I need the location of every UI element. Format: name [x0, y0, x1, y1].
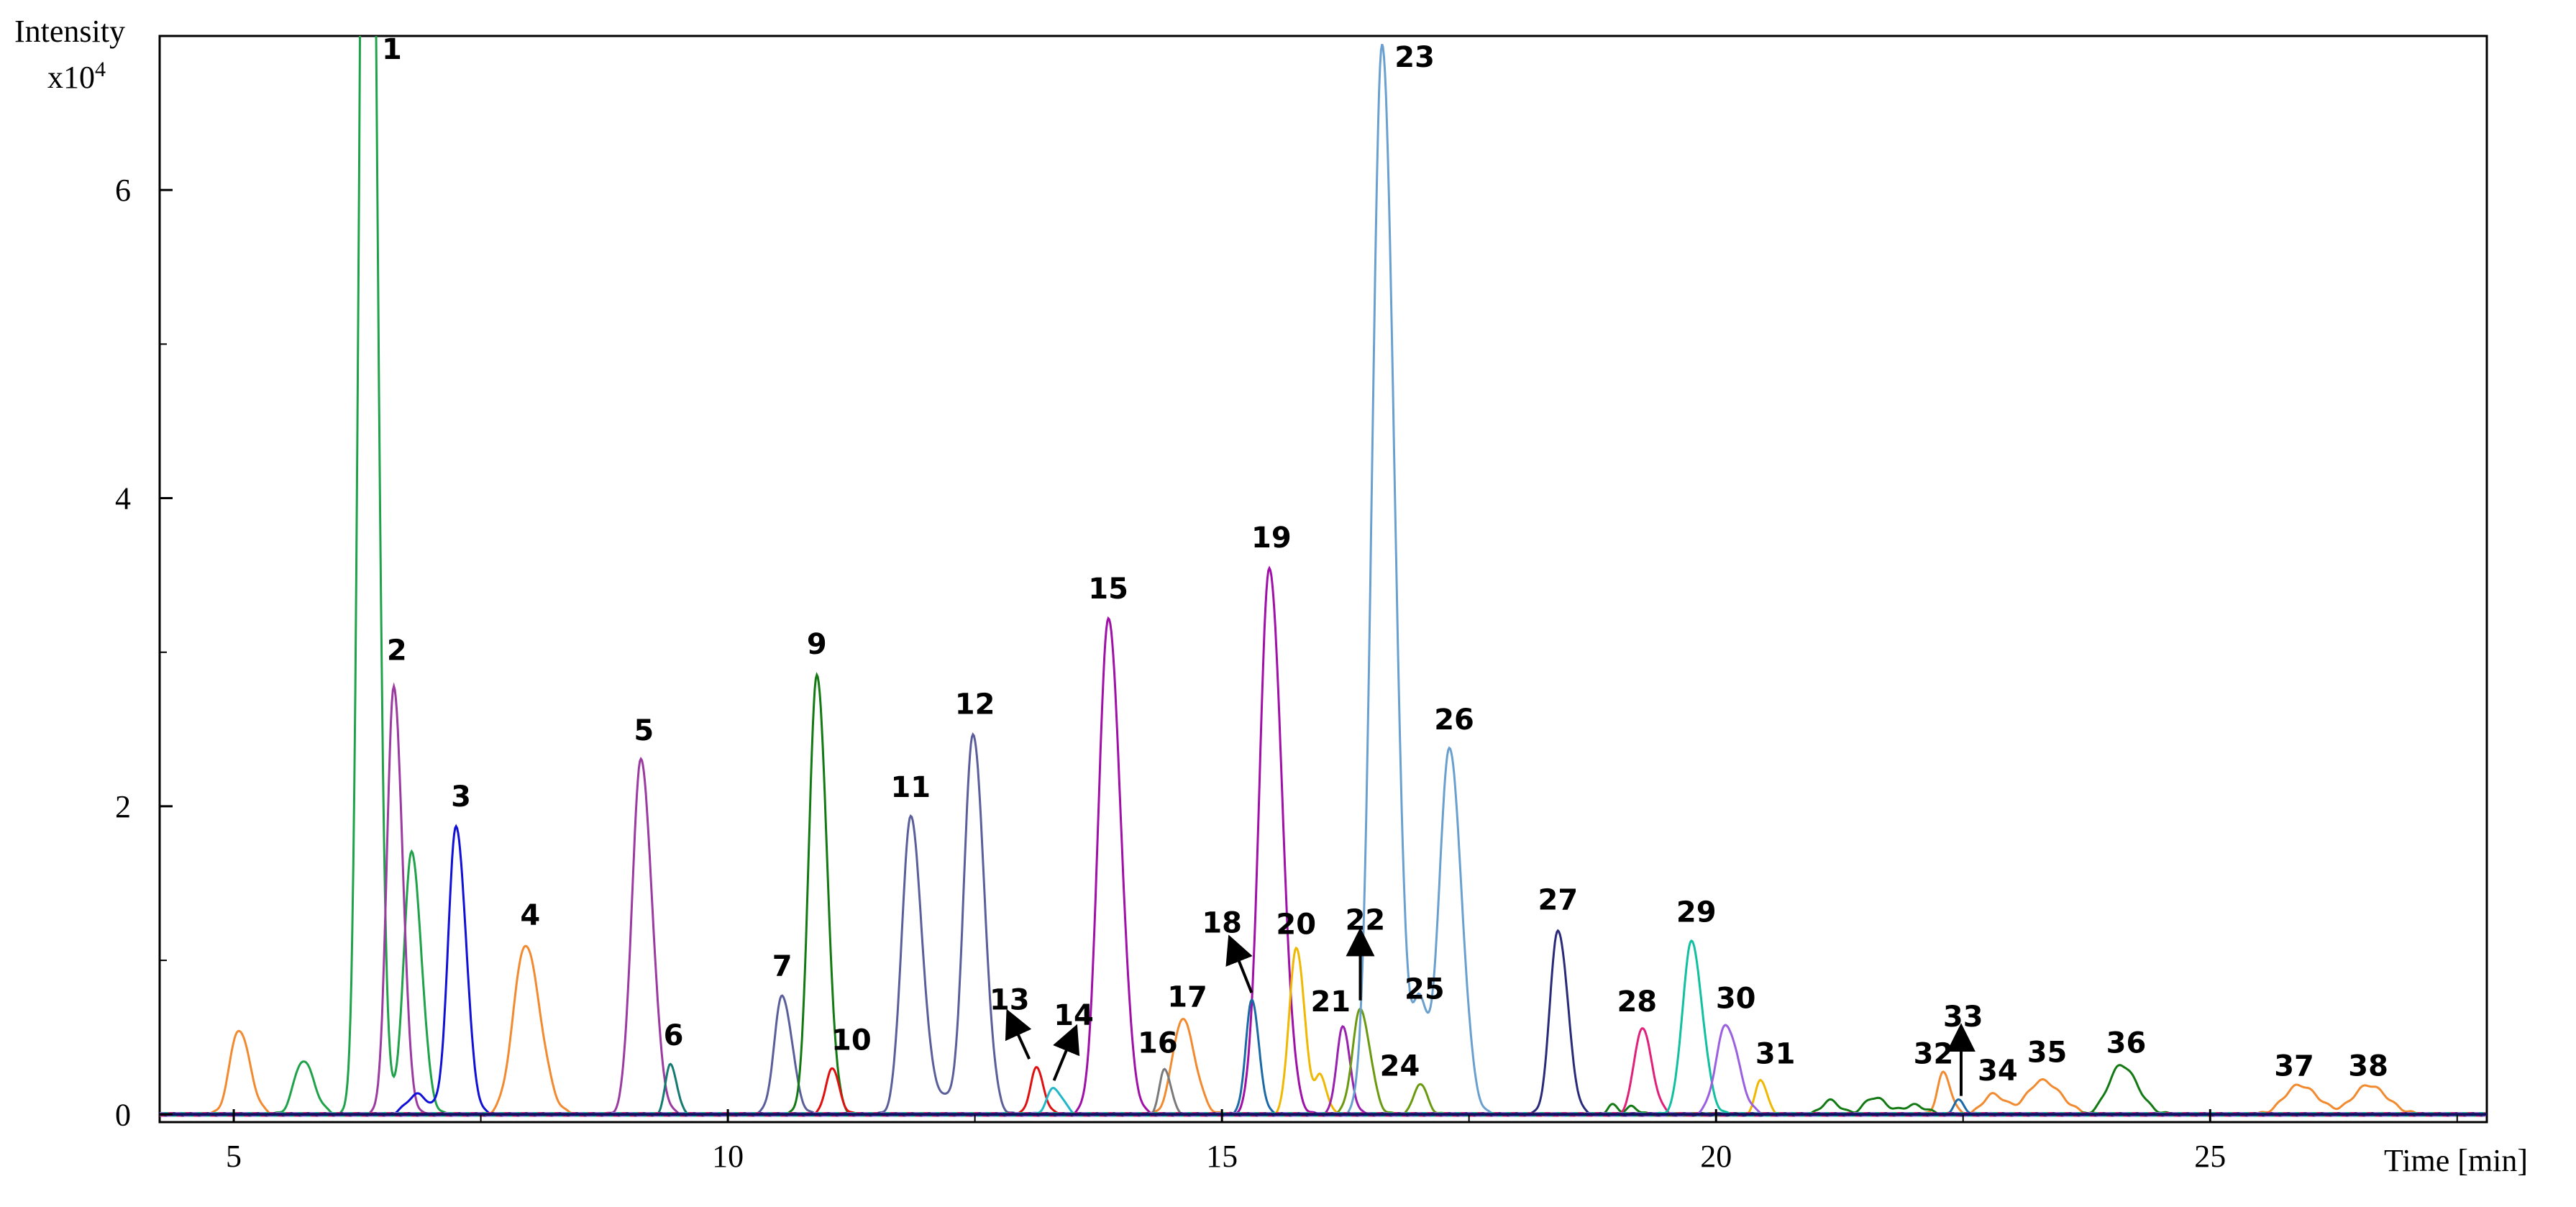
peak-label-38: 38 [2348, 1050, 2388, 1083]
series-trace-lightblue [160, 43, 2486, 1117]
series-trace-olive [160, 1007, 2487, 1117]
y-axis-title-line1: Intensity [14, 14, 125, 49]
y-tick-label: 6 [115, 173, 131, 208]
peak-label-5: 5 [634, 714, 654, 747]
series-trace-navy [160, 929, 2487, 1117]
y-tick-label: 4 [115, 481, 131, 516]
x-tick-label: 5 [226, 1139, 242, 1174]
peak-label-20: 20 [1276, 908, 1316, 942]
peak-label-34: 34 [1978, 1055, 2018, 1088]
x-tick-label: 20 [1700, 1139, 1732, 1174]
series-trace-teal [160, 1062, 2486, 1117]
peak-label-1: 1 [382, 33, 402, 66]
peak-label-3: 3 [451, 780, 471, 814]
y-tick-label: 2 [115, 789, 131, 824]
peak-label-37: 37 [2274, 1050, 2314, 1083]
x-axis: 5 10 15 20 25 [226, 1109, 2458, 1174]
x-tick-label: 15 [1206, 1139, 1238, 1174]
y-axis: 0 2 4 6 [115, 35, 173, 1132]
peak-label-29: 29 [1676, 896, 1717, 929]
plot-frame [158, 35, 2488, 1124]
peak-label-27: 27 [1538, 883, 1579, 916]
peak-label-31: 31 [1755, 1038, 1796, 1071]
peak-label-7: 7 [772, 950, 793, 983]
peak-label-11: 11 [890, 771, 931, 804]
trace-group [160, 36, 2487, 1117]
peak-label-25: 25 [1405, 973, 1445, 1006]
peak-label-4: 4 [520, 899, 540, 932]
x-tick-label: 25 [2194, 1139, 2226, 1174]
peak-label-12: 12 [955, 688, 995, 721]
peak-label-19: 19 [1251, 521, 1292, 555]
arrow-peak-18 [1225, 934, 1253, 993]
series-trace-red [160, 1065, 2487, 1117]
peak-label-28: 28 [1617, 985, 1657, 1019]
peak-label-13: 13 [990, 984, 1030, 1017]
peak-label-22: 22 [1346, 903, 1386, 937]
peak-label-9: 9 [807, 628, 827, 661]
peak-label-24: 24 [1380, 1050, 1420, 1083]
peak-label-32: 32 [1914, 1038, 1954, 1071]
y-axis-title-exponent: 4 [95, 58, 106, 81]
peak-label-10: 10 [831, 1024, 872, 1057]
series-trace-green [160, 36, 2487, 1117]
y-axis-title-base: x10 [47, 60, 95, 95]
peak-label-35: 35 [2027, 1036, 2068, 1069]
arrow-peak-13 [1005, 1008, 1032, 1060]
arrow-group [1005, 927, 1976, 1096]
peak-label-26: 26 [1434, 703, 1474, 737]
x-axis-title: Time [min] [2384, 1143, 2528, 1178]
series-trace-blue [160, 824, 2487, 1117]
y-tick-label: 0 [115, 1097, 131, 1132]
peak-label-17: 17 [1167, 980, 1207, 1014]
peak-label-23: 23 [1394, 41, 1435, 74]
peak-label-21: 21 [1310, 985, 1351, 1019]
y-axis-title-line2: x104 [47, 58, 106, 95]
arrow-peak-14 [1052, 1024, 1080, 1081]
peak-label-15: 15 [1088, 573, 1128, 606]
peak-label-18: 18 [1202, 907, 1242, 940]
peak-label-6: 6 [664, 1019, 684, 1052]
peak-label-30: 30 [1716, 983, 1756, 1016]
series-trace-cyan [160, 1086, 2486, 1117]
peak-label-14: 14 [1054, 999, 1094, 1032]
x-tick-label: 10 [712, 1139, 744, 1174]
peak-label-33: 33 [1943, 1001, 1983, 1034]
peak-label-2: 2 [387, 634, 407, 667]
peak-label-36: 36 [2106, 1027, 2147, 1060]
peak-label-16: 16 [1138, 1027, 1178, 1060]
